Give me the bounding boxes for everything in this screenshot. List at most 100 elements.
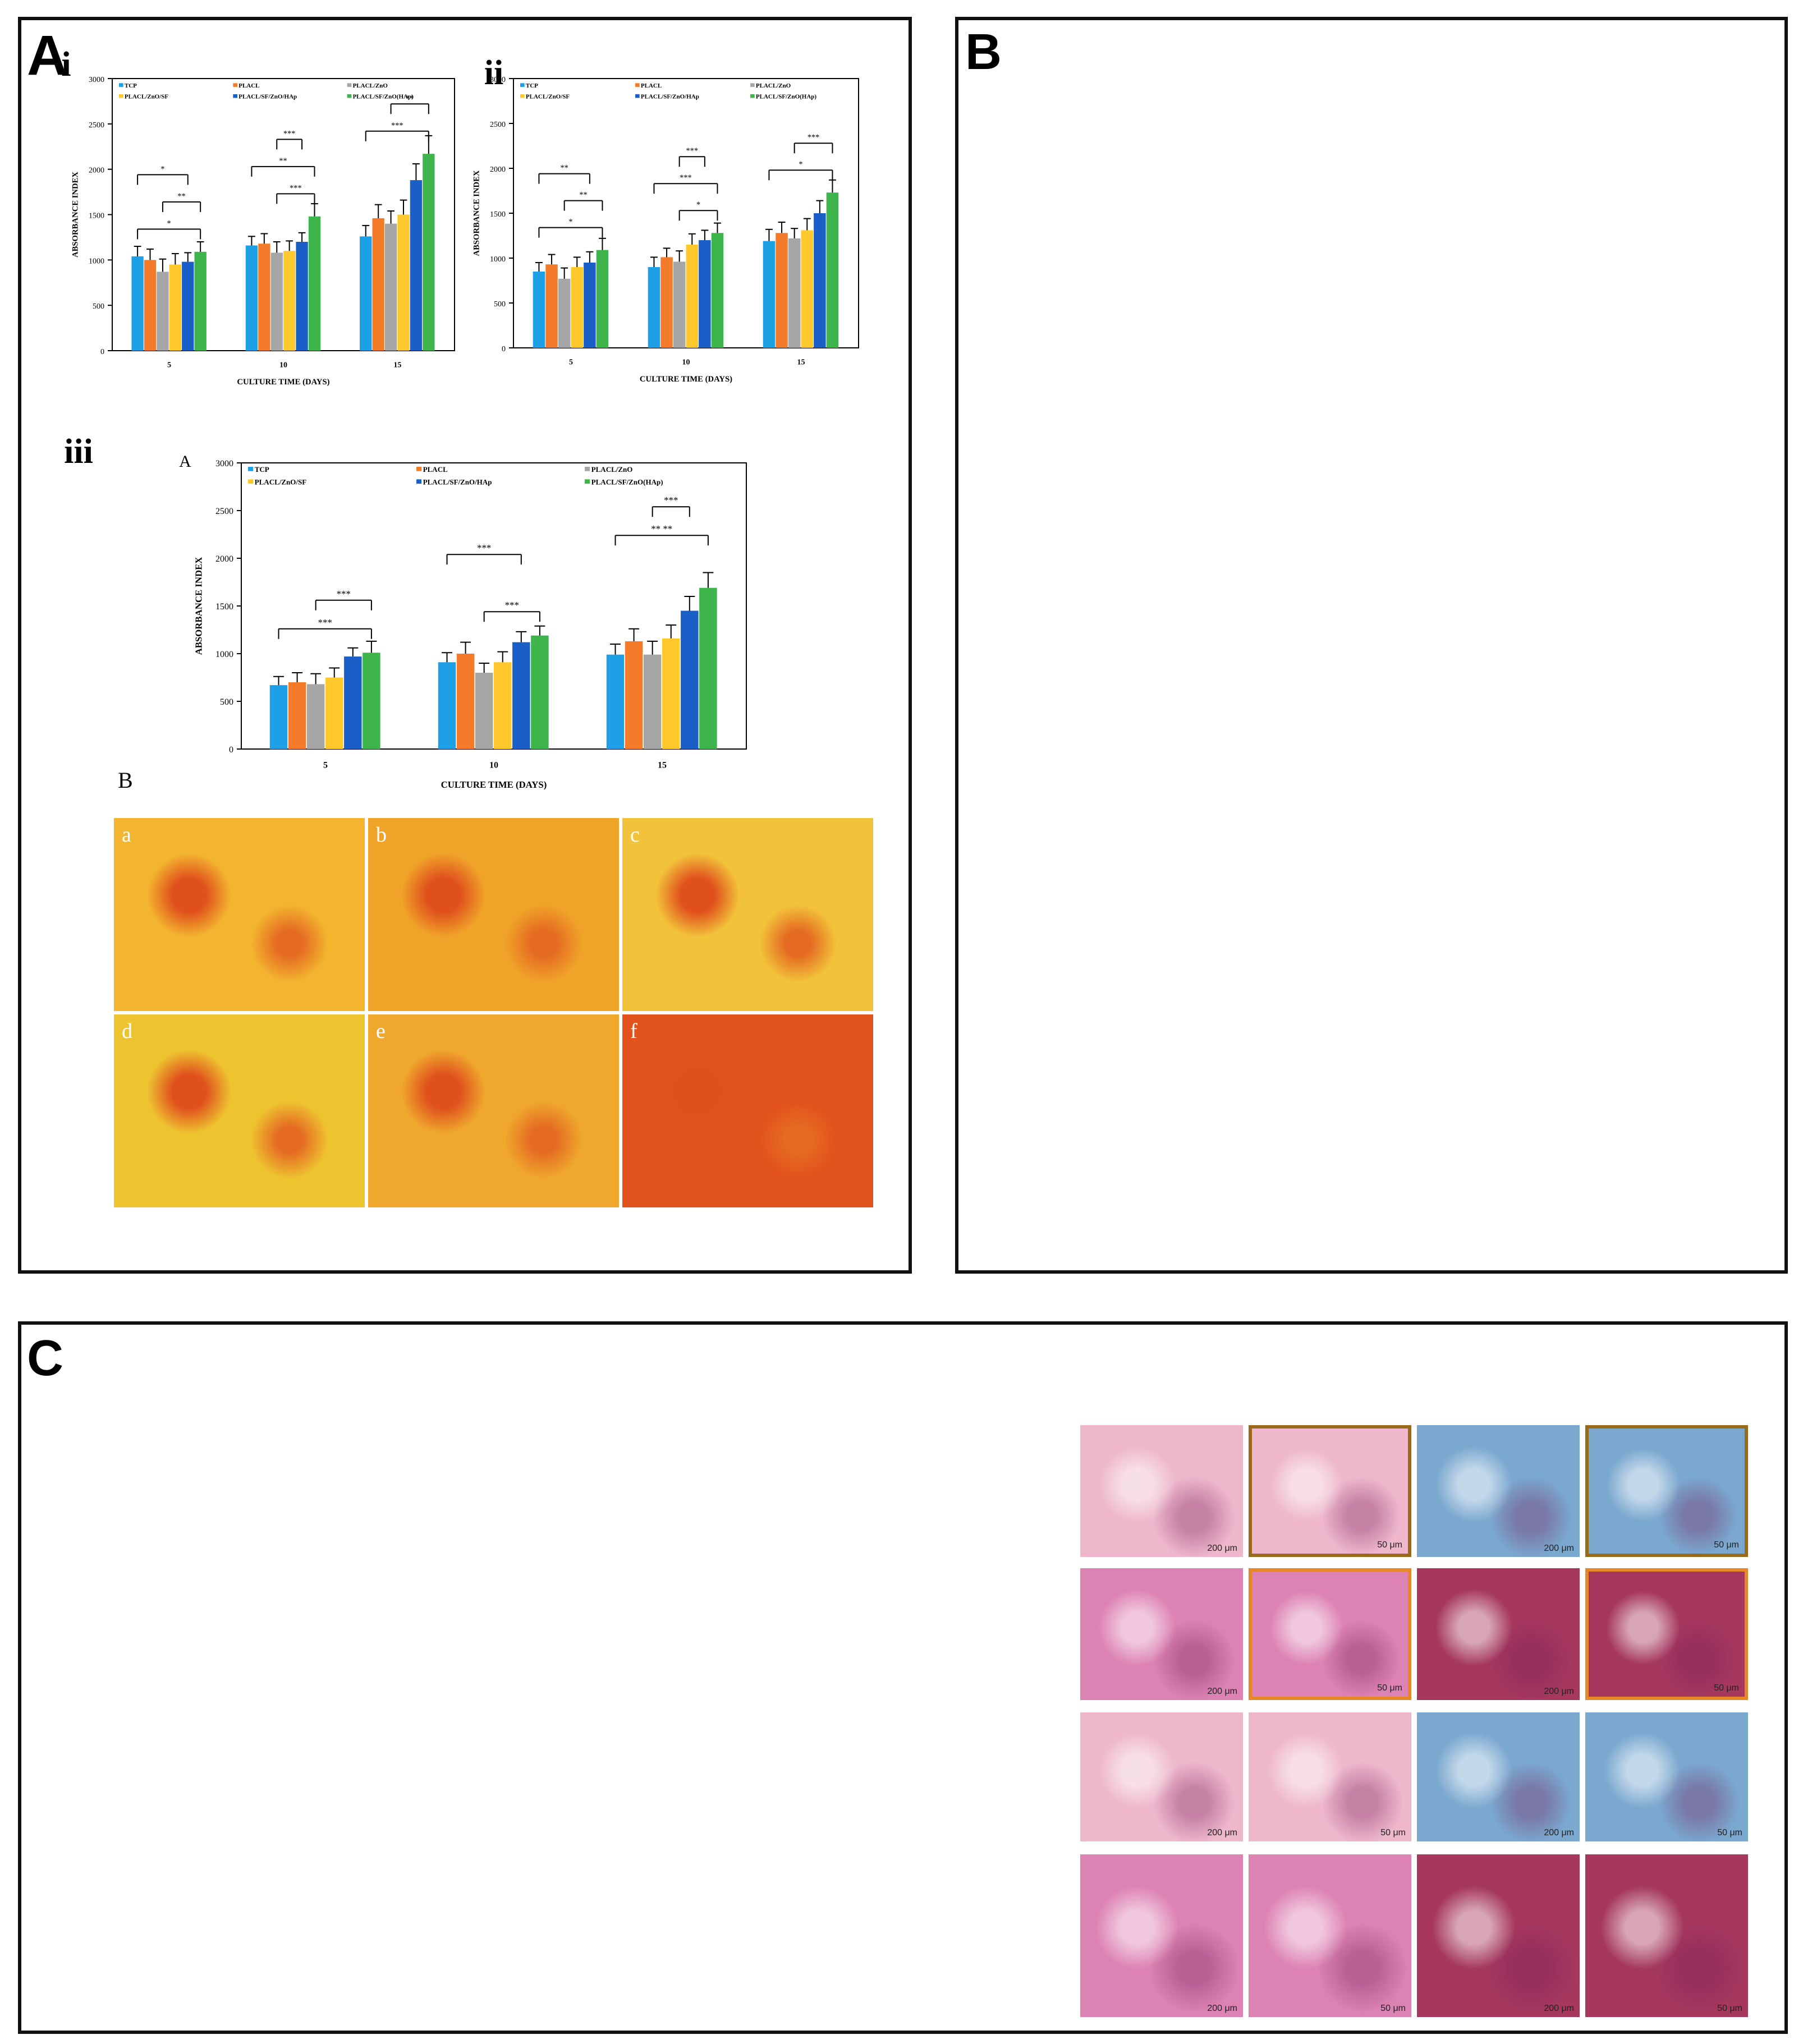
- legend-swatch: [750, 83, 755, 87]
- stain-panel: B: [112, 768, 864, 1212]
- stain-tile-e: e: [366, 1013, 621, 1209]
- y-tick-label: 2500: [490, 121, 506, 129]
- sig-stars: ***: [283, 129, 295, 138]
- bar-Ai-10-4: [296, 242, 308, 351]
- sig-stars: *: [160, 164, 164, 173]
- bar-Aiii-10-4: [512, 642, 530, 749]
- legend-label: TCP: [125, 82, 137, 89]
- legend-swatch: [520, 83, 525, 87]
- sig-stars: *: [568, 218, 572, 227]
- panel-c-letter: C: [27, 1330, 63, 1386]
- y-tick-label: 0: [229, 745, 233, 755]
- scale-bar-label: 50 μm: [1380, 1828, 1406, 1838]
- legend-swatch: [119, 83, 123, 87]
- sig-stars: ***: [664, 495, 678, 506]
- bar-Aii-5-0: [533, 272, 545, 348]
- bar-Aii-10-2: [673, 261, 686, 348]
- legend-label: PLACL: [641, 82, 662, 89]
- legend-swatch: [416, 479, 422, 484]
- bar-Aiii-15-4: [681, 610, 699, 749]
- legend-label: PLACL/ZnO/SF: [125, 94, 169, 100]
- histology-tile: 200 μm: [1080, 1425, 1243, 1557]
- bar-Aiii-5-5: [363, 653, 380, 749]
- histology-tile: 50 μm: [1585, 1425, 1748, 1557]
- sublabel-a-iii: iii: [64, 433, 93, 471]
- legend-label: PLACL/ZnO/SF: [526, 94, 570, 100]
- histology-tile: 50 μm: [1249, 1568, 1411, 1700]
- bar-Ai-15-3: [397, 214, 410, 351]
- sig-stars: ***: [808, 133, 819, 142]
- bar-Ai-15-0: [360, 236, 372, 351]
- y-tick-label: 0: [502, 345, 506, 353]
- bar-Ai-10-1: [258, 244, 270, 351]
- bar-Aiii-5-1: [288, 682, 306, 749]
- y-tick-label: 1000: [490, 255, 506, 264]
- legend-label: PLACL/ZnO: [756, 82, 791, 89]
- legend-label: PLACL/SF/ZnO/HAp: [423, 477, 492, 486]
- stain-tile-label: f: [630, 1019, 637, 1043]
- bar-Aii-15-3: [801, 230, 814, 348]
- stain-tile-label: c: [630, 823, 640, 847]
- sig-stars: *: [799, 160, 802, 169]
- legend-label: PLACL/SF/ZnO(HAp): [353, 94, 414, 100]
- sig-stars: **: [279, 157, 287, 166]
- scale-bar-label: 50 μm: [1717, 2004, 1742, 2013]
- sig-stars: ***: [337, 589, 351, 599]
- bar-Aiii-15-2: [643, 654, 662, 749]
- bar-Ai-10-2: [270, 252, 283, 351]
- legend-swatch: [248, 466, 254, 471]
- histology-tile: 50 μm: [1585, 1854, 1748, 2017]
- bar-Aiii-10-0: [438, 662, 456, 749]
- y-tick-label: 3000: [490, 76, 506, 84]
- bar-Aii-10-1: [660, 257, 673, 348]
- sig-stars: ***: [686, 146, 698, 155]
- legend-label: PLACL/ZnO: [591, 465, 633, 474]
- x-tick-label: 5: [167, 361, 171, 369]
- y-tick-label: 0: [100, 348, 104, 356]
- histology-tile: 50 μm: [1585, 1568, 1748, 1700]
- bar-Aiii-5-2: [306, 684, 325, 749]
- histology-tile: 50 μm: [1249, 1425, 1411, 1557]
- bar-Aiii-5-0: [269, 685, 288, 749]
- x-tick-label: 15: [393, 361, 401, 369]
- panel-b-letter: B: [965, 24, 1002, 80]
- scale-bar-label: 50 μm: [1714, 1540, 1739, 1550]
- bar-Ai-15-4: [410, 180, 423, 351]
- bar-Aii-15-5: [826, 192, 839, 348]
- stain-tile-label: b: [376, 823, 387, 847]
- bar-Aii-5-2: [558, 278, 571, 348]
- bar-Ai-5-1: [144, 260, 157, 351]
- stain-panel-label: B: [118, 768, 133, 793]
- legend-swatch: [585, 466, 590, 471]
- x-tick-label: 15: [658, 761, 667, 770]
- bar-Ai-15-2: [384, 223, 397, 351]
- sig-stars: ***: [318, 617, 332, 628]
- legend-swatch: [585, 479, 590, 484]
- bar-Aiii-10-1: [456, 654, 475, 749]
- sig-stars: ***: [290, 183, 301, 192]
- histology-tile: 50 μm: [1585, 1712, 1748, 1841]
- legend-label: PLACL: [238, 82, 259, 89]
- legend-swatch: [119, 94, 123, 98]
- scale-bar-label: 200 μm: [1207, 2004, 1237, 2013]
- histology-tile: 200 μm: [1080, 1854, 1243, 2017]
- y-tick-label: 2000: [490, 166, 506, 174]
- y-tick-label: 1000: [215, 650, 233, 659]
- y-tick-label: 1500: [490, 210, 506, 219]
- panel-a-letter: A: [27, 24, 68, 87]
- bar-Aii-15-4: [814, 213, 826, 348]
- legend-label: PLACL: [423, 465, 448, 474]
- sig-stars: **: [579, 191, 587, 200]
- bar-Aiii-10-3: [494, 662, 512, 749]
- bar-Aiii-10-2: [475, 673, 493, 749]
- y-tick-label: 1500: [89, 212, 104, 221]
- bar-Ai-5-5: [194, 251, 207, 351]
- bar-Ai-15-1: [372, 218, 384, 351]
- bar-Ai-10-3: [283, 251, 296, 351]
- y-tick-label: 2000: [89, 167, 104, 175]
- y-axis-label: ABSORBANCE INDEX: [472, 170, 481, 256]
- bar-Ai-10-0: [245, 245, 258, 351]
- legend-label: PLACL/SF/ZnO(HAp): [756, 94, 817, 100]
- legend-label: PLACL/ZnO/SF: [255, 477, 307, 486]
- bar-Aii-10-0: [648, 267, 660, 348]
